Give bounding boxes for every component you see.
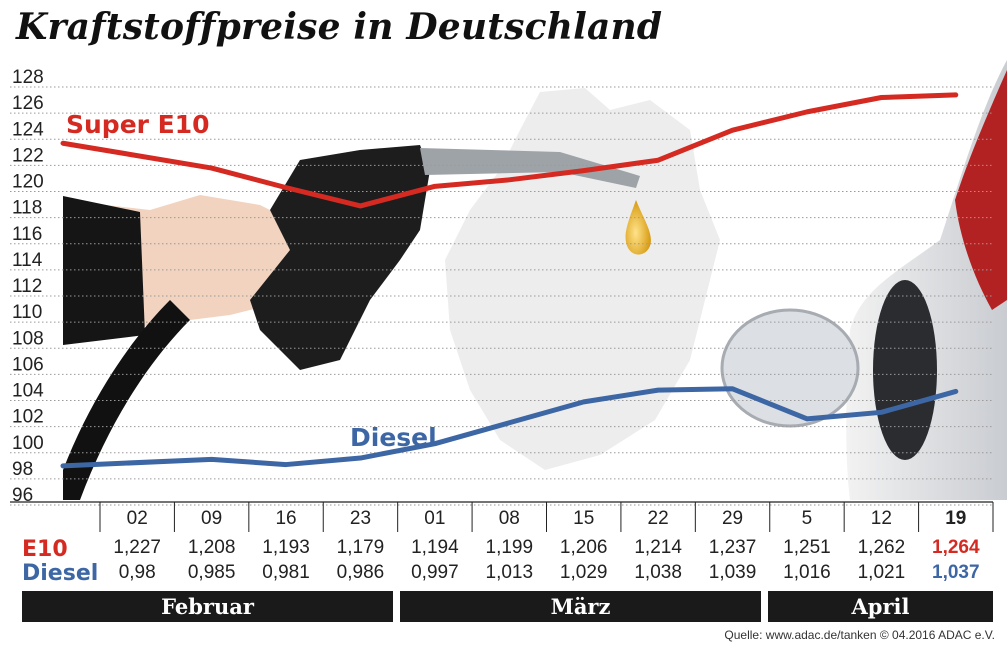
value-label-diesel: 1,029 <box>560 562 608 583</box>
value-label-e10: 1,214 <box>634 537 682 558</box>
series-line-e10 <box>60 92 959 209</box>
month-label: April <box>851 594 910 619</box>
series-lines <box>60 92 959 469</box>
value-label-diesel: 0,997 <box>411 562 459 583</box>
value-label-diesel: 1,037 <box>932 562 980 583</box>
x-tick-label: 01 <box>424 508 445 529</box>
value-label-diesel: 0,986 <box>337 562 385 583</box>
value-label-e10: 1,179 <box>337 537 385 558</box>
suit-sleeve <box>63 196 145 345</box>
value-label-diesel: 1,021 <box>858 562 906 583</box>
y-tick-label: 124 <box>12 119 44 140</box>
y-tick-label: 102 <box>12 407 44 428</box>
value-label-diesel: 0,985 <box>188 562 236 583</box>
germany-map-silhouette <box>445 88 720 470</box>
x-tick-label: 19 <box>945 508 966 529</box>
y-tick-label: 114 <box>12 250 43 271</box>
fuel-drop-icon <box>625 200 651 255</box>
x-tick-label: 09 <box>201 508 222 529</box>
legend-label-diesel: Diesel <box>350 423 437 452</box>
y-tick-label: 104 <box>12 381 44 402</box>
y-tick-label: 118 <box>12 198 42 219</box>
y-tick-label: 112 <box>12 276 42 297</box>
value-label-diesel: 1,039 <box>709 562 757 583</box>
series-line-diesel <box>60 386 959 469</box>
x-tick-label: 22 <box>648 508 669 529</box>
value-label-e10: 1,206 <box>560 537 608 558</box>
y-tick-label: 98 <box>12 459 33 480</box>
value-label-diesel: 1,016 <box>783 562 831 583</box>
y-tick-label: 96 <box>12 485 33 506</box>
y-tick-label: 100 <box>12 433 44 454</box>
x-tick-label: 5 <box>802 508 813 529</box>
x-axis: 02 09 16 23 01 08 15 22 29 5 12 19 1,227 1,208 1,193 1,… <box>10 501 994 583</box>
source-note: Quelle: www.adac.de/tanken © 04.2016 ADA… <box>724 628 995 642</box>
chart-title: Kraftstoffpreise in Deutschland <box>16 6 663 48</box>
value-label-diesel: 1,013 <box>486 562 534 583</box>
fuel-cap-icon <box>720 308 860 428</box>
y-tick-label: 108 <box>12 328 44 349</box>
value-label-diesel: 0,981 <box>262 562 310 583</box>
value-label-e10: 1,194 <box>411 537 459 558</box>
month-bars: Februar März April <box>22 591 993 622</box>
x-tick-label: 15 <box>573 508 594 529</box>
value-label-e10: 1,208 <box>188 537 236 558</box>
y-tick-label: 106 <box>12 354 44 375</box>
x-tick-label: 08 <box>499 508 520 529</box>
month-bar <box>400 591 761 622</box>
month-bar <box>22 591 393 622</box>
month-label: März <box>551 594 611 619</box>
y-tick-label: 126 <box>12 93 44 114</box>
car-taillight <box>955 70 1007 310</box>
month-label: Februar <box>161 594 255 619</box>
value-label-diesel: 0,98 <box>119 562 156 583</box>
value-label-e10: 1,264 <box>932 537 980 558</box>
y-tick-label: 116 <box>12 224 42 245</box>
month-bar <box>768 591 993 622</box>
legend-label-e10: Super E10 <box>66 110 210 139</box>
row-label-diesel: Diesel <box>22 561 98 586</box>
value-label-e10: 1,193 <box>262 537 310 558</box>
value-label-e10: 1,251 <box>783 537 831 558</box>
x-tick-label: 02 <box>127 508 148 529</box>
x-tick-label: 16 <box>275 508 296 529</box>
y-axis-ticks: 128 126 124 122 120 118 116 114 112 110 108 106 104 1… <box>12 67 44 506</box>
value-label-diesel: 1,038 <box>634 562 682 583</box>
row-label-e10: E10 <box>22 537 68 562</box>
y-tick-label: 128 <box>12 67 44 88</box>
value-label-e10: 1,199 <box>486 537 534 558</box>
nozzle-spout <box>420 148 640 188</box>
y-tick-label: 120 <box>12 172 44 193</box>
y-tick-label: 122 <box>12 145 44 166</box>
fuel-tank-opening <box>873 280 937 460</box>
value-label-e10: 1,227 <box>113 537 161 558</box>
x-tick-label: 29 <box>722 508 743 529</box>
value-label-e10: 1,262 <box>858 537 906 558</box>
y-tick-label: 110 <box>12 302 42 323</box>
value-label-e10: 1,237 <box>709 537 757 558</box>
x-tick-label: 23 <box>350 508 371 529</box>
x-tick-label: 12 <box>871 508 892 529</box>
